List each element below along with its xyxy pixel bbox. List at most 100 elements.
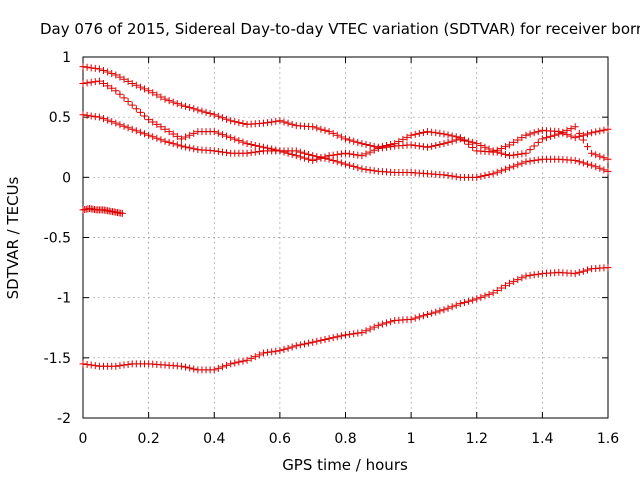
data-point (182, 143, 190, 151)
data-point (444, 138, 452, 146)
data-point (198, 107, 206, 115)
data-point (514, 150, 522, 158)
data-point (501, 282, 509, 290)
data-point (473, 140, 481, 148)
data-point (145, 116, 153, 124)
data-point (600, 126, 608, 134)
data-point (124, 124, 132, 132)
y-tick-label: 0 (62, 170, 71, 186)
data-point (235, 119, 243, 127)
data-point (317, 336, 325, 344)
data-point (522, 149, 530, 157)
data-point (432, 141, 440, 149)
data-point (358, 140, 366, 148)
data-point (497, 284, 505, 292)
data-point (506, 279, 514, 287)
data-point (370, 146, 378, 154)
data-point (575, 158, 583, 166)
data-point (469, 296, 477, 304)
data-point (366, 166, 374, 174)
data-point (469, 138, 477, 146)
data-point (604, 264, 612, 272)
data-point (440, 130, 448, 138)
data-point (534, 128, 542, 136)
data-point (366, 141, 374, 149)
data-point (321, 335, 329, 343)
data-point (370, 167, 378, 175)
data-point (157, 93, 165, 101)
data-point (83, 111, 91, 119)
data-point (600, 154, 608, 162)
data-point (87, 78, 95, 86)
data-point (485, 145, 493, 153)
data-point (346, 150, 354, 158)
data-point (186, 144, 194, 152)
data-point (436, 307, 444, 315)
data-point (313, 153, 321, 161)
data-point (579, 159, 587, 167)
data-point (444, 304, 452, 312)
data-point (79, 111, 87, 119)
data-point (485, 290, 493, 298)
data-point (190, 129, 198, 137)
data-point (149, 89, 157, 97)
data-point (374, 321, 382, 329)
data-point (387, 318, 395, 326)
data-point (456, 135, 464, 143)
data-point (124, 77, 132, 85)
data-point (120, 94, 128, 102)
data-point (399, 135, 407, 143)
data-point (534, 138, 542, 146)
data-point (100, 115, 108, 123)
x-tick-label: 1.4 (531, 431, 553, 447)
data-point (362, 141, 370, 149)
data-point (91, 362, 99, 370)
data-point (571, 156, 579, 164)
data-point (288, 343, 296, 351)
data-point (255, 351, 263, 359)
data-point (321, 154, 329, 162)
data-point (79, 79, 87, 87)
data-point (424, 128, 432, 136)
data-point (210, 128, 218, 136)
data-point (378, 320, 386, 328)
data-point (182, 363, 190, 371)
data-point (342, 135, 349, 143)
data-point (530, 129, 538, 137)
data-point (436, 141, 444, 149)
data-point (518, 150, 526, 158)
data-point (354, 329, 362, 337)
data-point (112, 87, 120, 95)
data-point (124, 98, 132, 106)
data-point (514, 276, 522, 284)
data-point (177, 101, 185, 109)
data-point (259, 119, 267, 127)
data-point (551, 131, 559, 139)
data-point (354, 164, 362, 172)
data-point (165, 138, 173, 146)
data-points (79, 63, 612, 374)
data-point (526, 130, 534, 138)
data-point (223, 149, 231, 157)
data-point (448, 172, 456, 180)
data-point (350, 137, 358, 145)
chart-title: Day 076 of 2015, Sidereal Day-to-day VTE… (40, 20, 640, 38)
data-point (210, 111, 218, 119)
data-point (108, 118, 116, 126)
data-point (592, 163, 600, 171)
data-point (493, 148, 501, 156)
data-point (346, 136, 354, 144)
data-point (530, 271, 538, 279)
data-point (190, 145, 198, 153)
data-point (489, 147, 497, 155)
data-point (383, 143, 391, 151)
data-point (116, 73, 124, 81)
data-point (223, 115, 231, 123)
y-tick-labels: -2 -1.5 -1 -0.5 0 0.5 1 (44, 50, 71, 427)
data-point (214, 364, 222, 372)
data-point (448, 303, 456, 311)
data-point (579, 267, 587, 275)
series-c (79, 111, 612, 181)
data-point (128, 125, 136, 133)
data-point (161, 125, 169, 133)
